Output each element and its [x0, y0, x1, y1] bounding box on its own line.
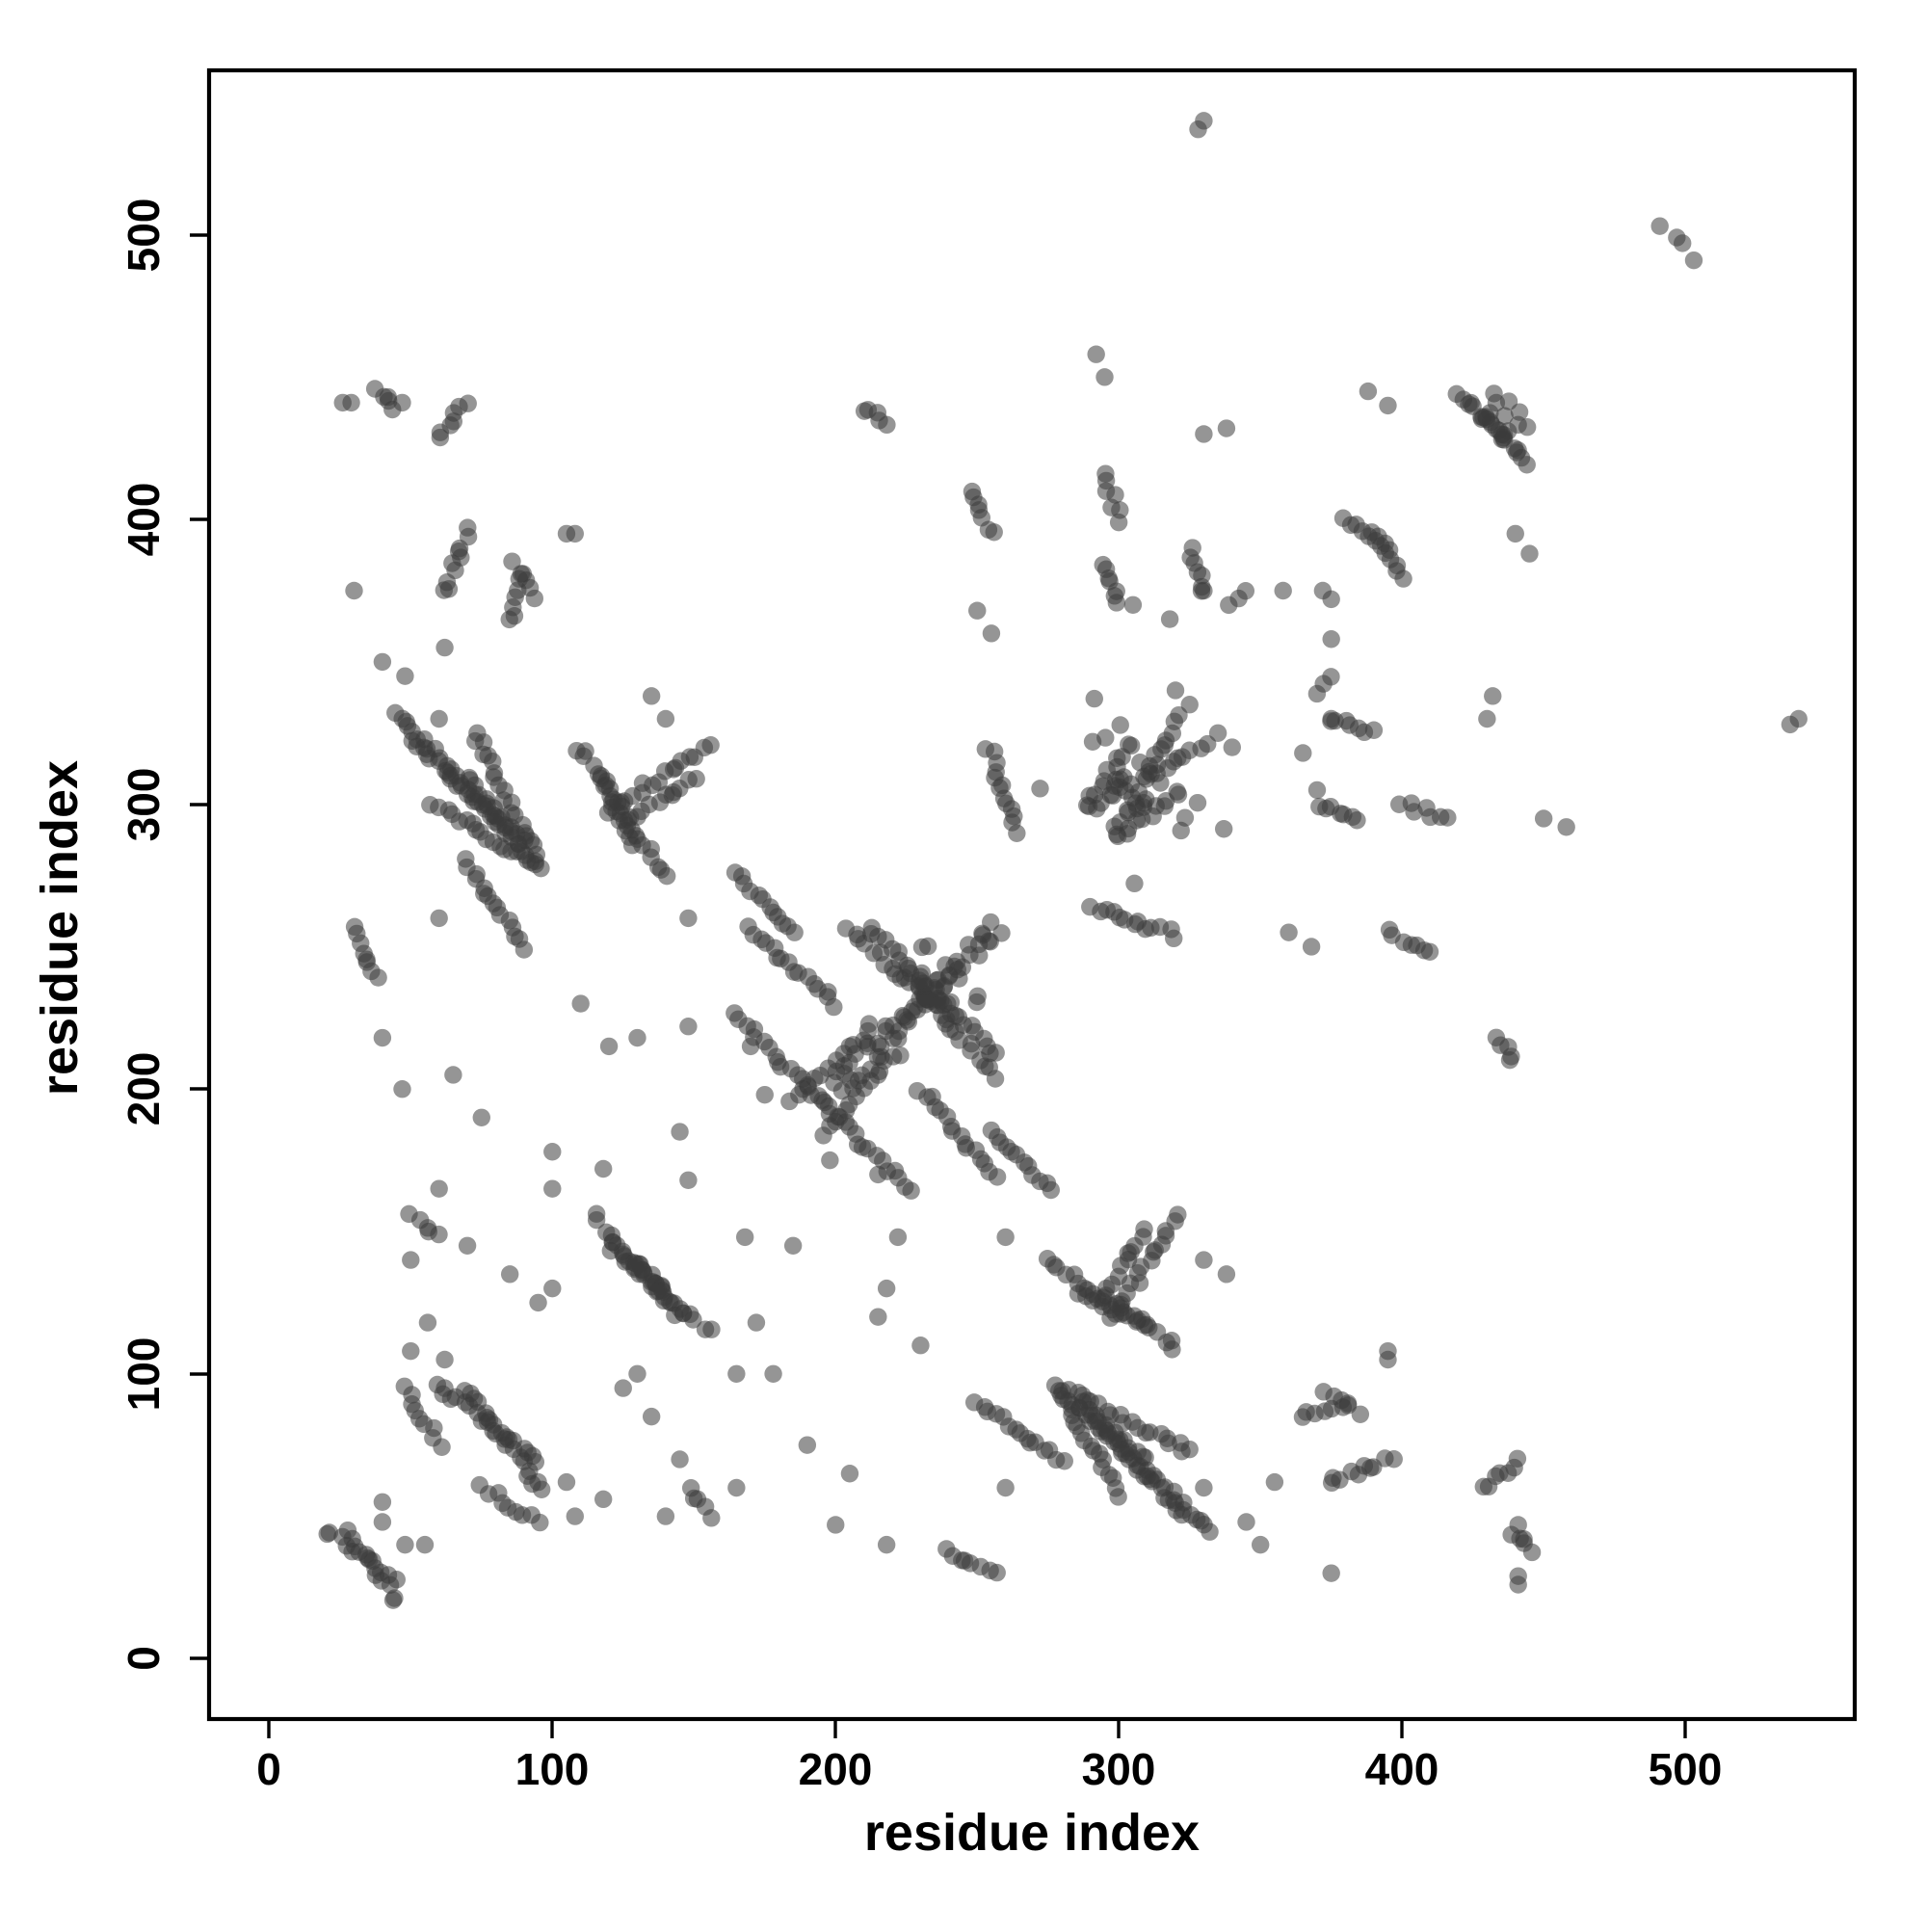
- svg-text:residue index: residue index: [31, 760, 89, 1096]
- svg-text:300: 300: [1082, 1744, 1156, 1794]
- svg-text:400: 400: [119, 483, 169, 557]
- svg-text:500: 500: [119, 198, 169, 273]
- svg-text:500: 500: [1649, 1744, 1723, 1794]
- svg-text:residue index: residue index: [864, 1804, 1200, 1862]
- svg-text:300: 300: [119, 768, 169, 842]
- svg-text:200: 200: [119, 1052, 169, 1126]
- svg-text:100: 100: [515, 1744, 590, 1794]
- svg-text:200: 200: [799, 1744, 873, 1794]
- svg-text:100: 100: [119, 1337, 169, 1412]
- svg-text:0: 0: [256, 1744, 281, 1794]
- svg-text:400: 400: [1365, 1744, 1439, 1794]
- svg-text:0: 0: [119, 1646, 169, 1671]
